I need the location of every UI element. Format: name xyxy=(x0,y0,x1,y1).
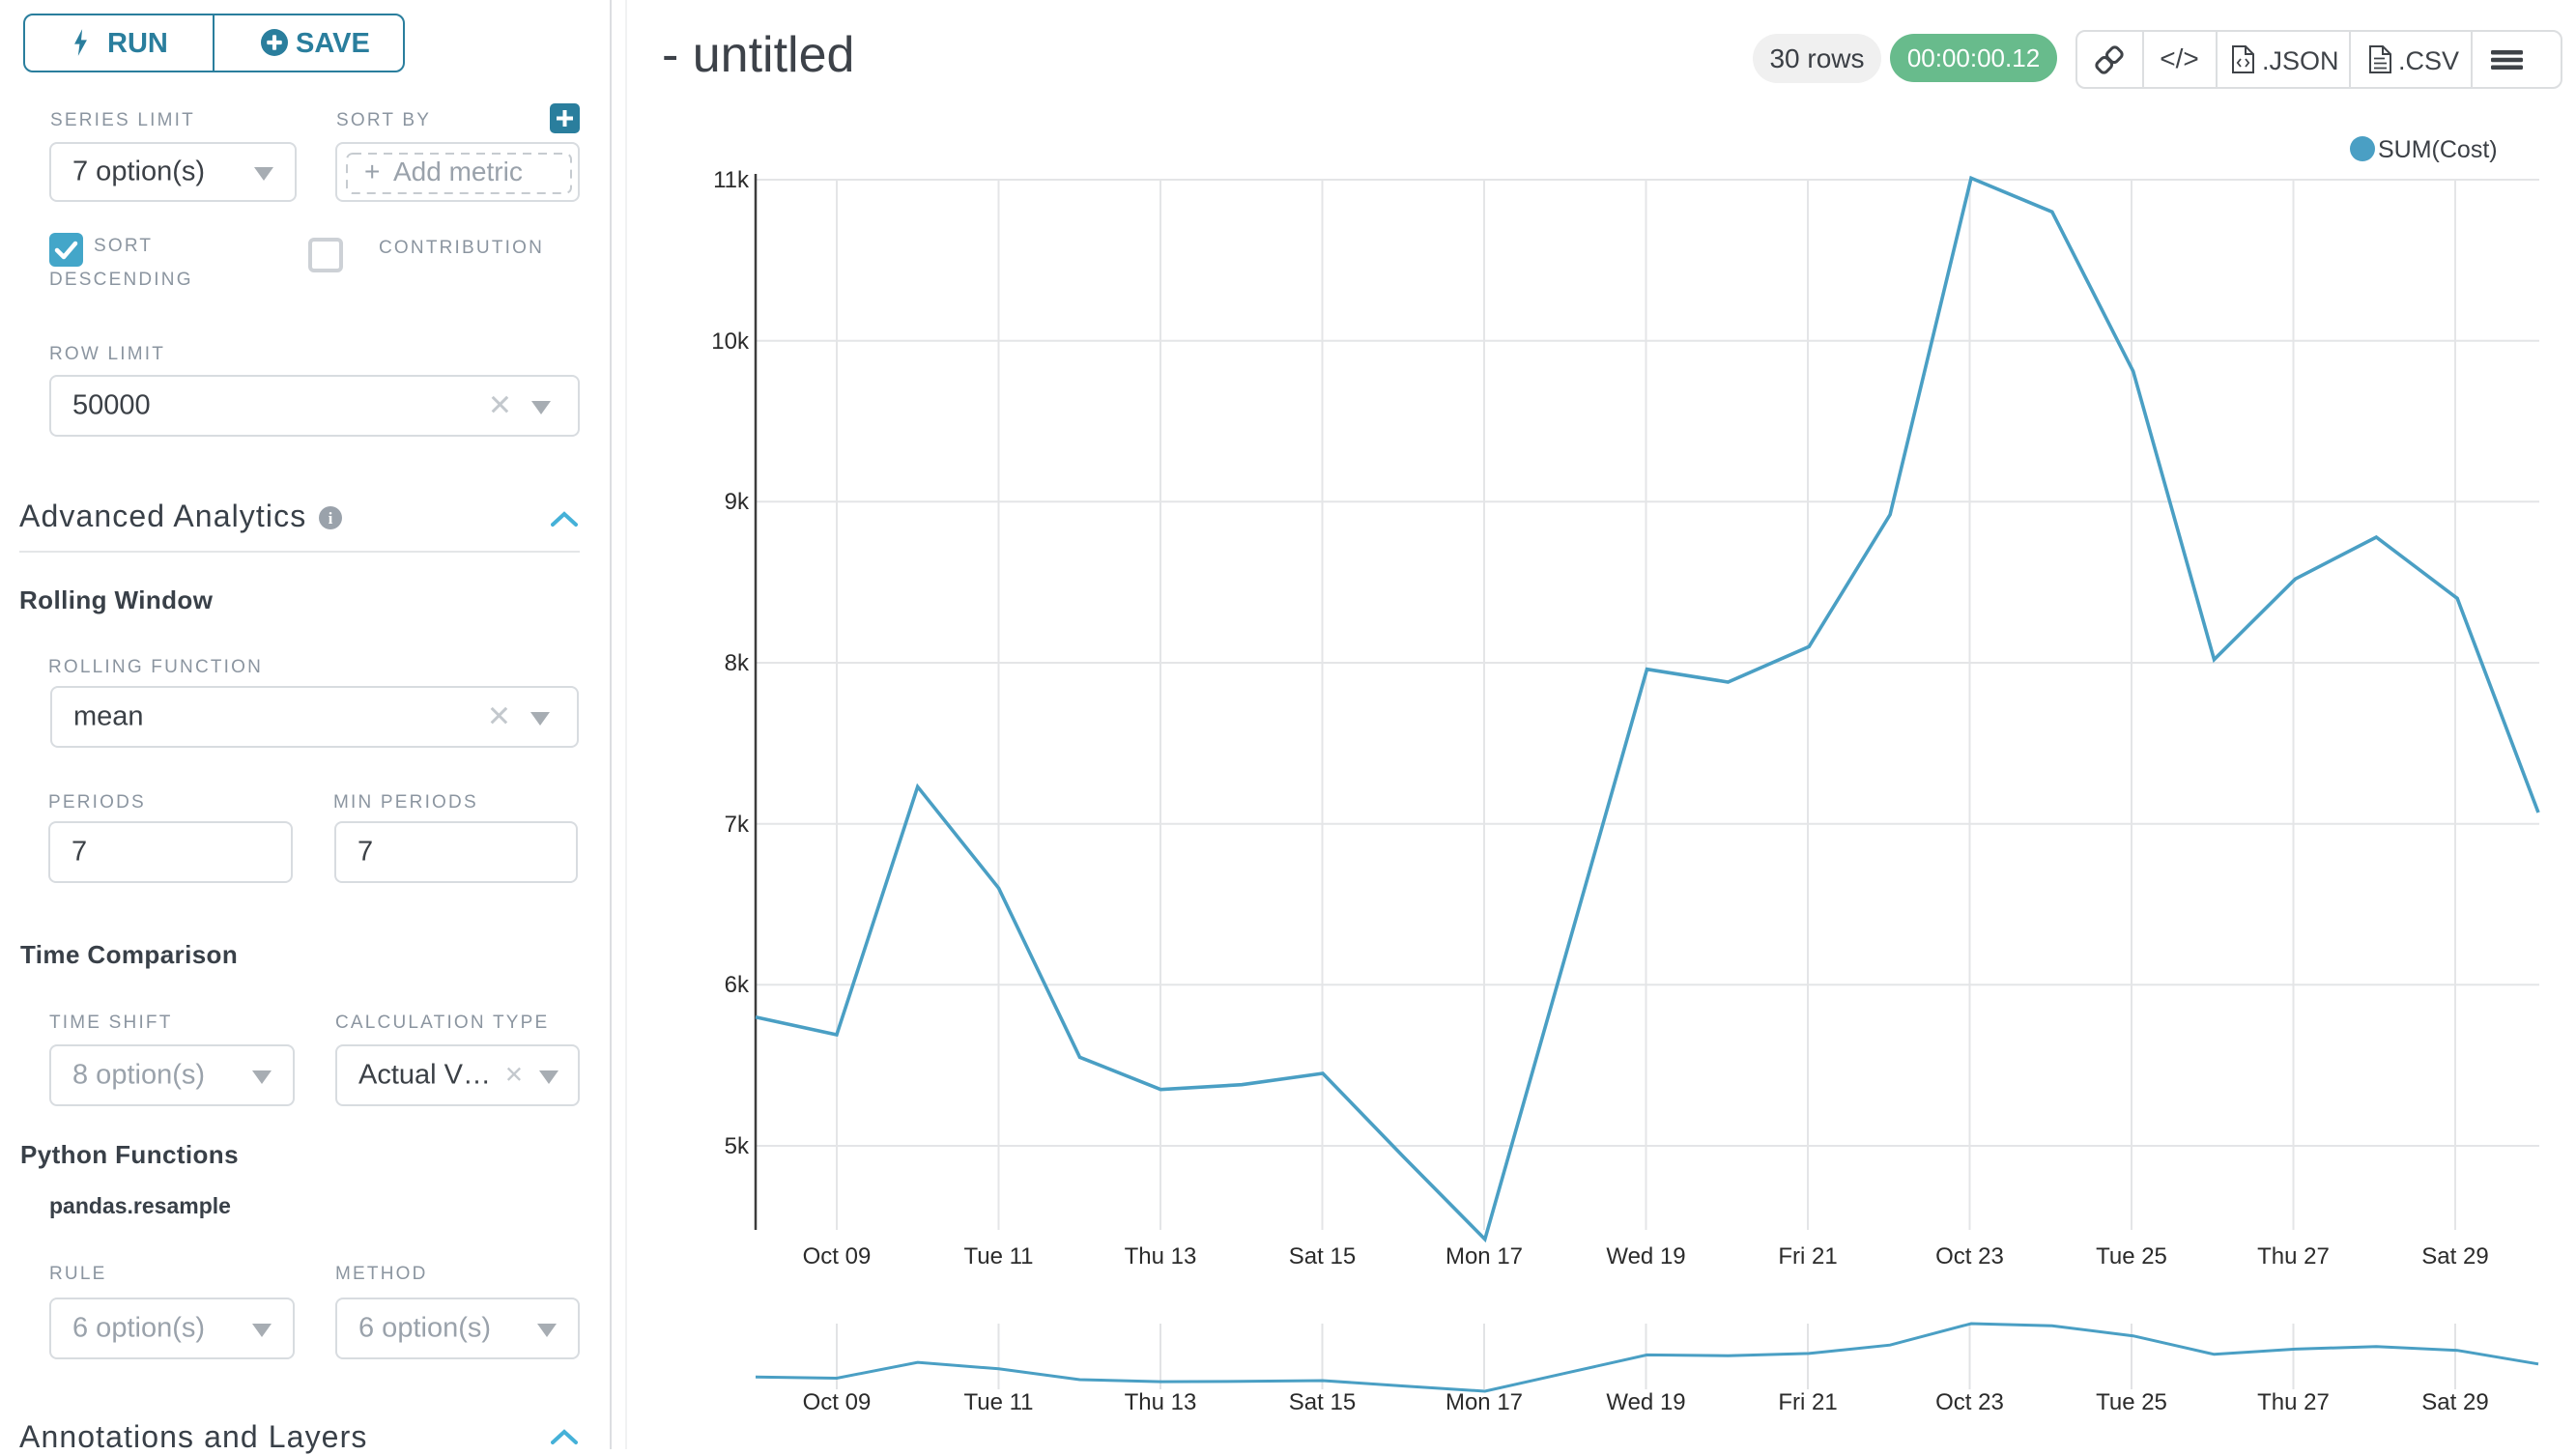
svg-text:Thu 13: Thu 13 xyxy=(1125,1243,1197,1270)
svg-text:Oct 09: Oct 09 xyxy=(803,1243,872,1270)
svg-text:Fri 21: Fri 21 xyxy=(1778,1243,1837,1270)
svg-text:Thu 13: Thu 13 xyxy=(1125,1389,1197,1415)
svg-text:Sat 15: Sat 15 xyxy=(1289,1243,1356,1270)
svg-text:Tue 11: Tue 11 xyxy=(963,1389,1033,1415)
svg-text:Wed 19: Wed 19 xyxy=(1606,1243,1685,1270)
svg-text:Wed 19: Wed 19 xyxy=(1606,1389,1685,1415)
svg-text:Mon 17: Mon 17 xyxy=(1445,1243,1523,1270)
svg-text:Oct 23: Oct 23 xyxy=(1935,1243,2004,1270)
svg-text:Sat 29: Sat 29 xyxy=(2421,1243,2488,1270)
svg-text:Oct 09: Oct 09 xyxy=(803,1389,872,1415)
svg-text:8k: 8k xyxy=(725,650,750,676)
svg-text:Oct 23: Oct 23 xyxy=(1935,1389,2004,1415)
svg-text:Tue 25: Tue 25 xyxy=(2096,1389,2167,1415)
svg-text:Mon 17: Mon 17 xyxy=(1445,1389,1523,1415)
svg-text:10k: 10k xyxy=(711,328,750,355)
svg-text:Thu 27: Thu 27 xyxy=(2257,1389,2330,1415)
svg-text:9k: 9k xyxy=(725,489,750,515)
svg-text:SUM(Cost): SUM(Cost) xyxy=(2378,136,2498,163)
svg-text:5k: 5k xyxy=(725,1133,750,1159)
svg-text:Thu 27: Thu 27 xyxy=(2257,1243,2330,1270)
svg-text:i: i xyxy=(329,509,333,528)
svg-text:Sat 15: Sat 15 xyxy=(1289,1389,1356,1415)
svg-text:Fri 21: Fri 21 xyxy=(1778,1389,1837,1415)
svg-text:7k: 7k xyxy=(725,812,750,838)
svg-text:11k: 11k xyxy=(713,167,750,193)
svg-text:Tue 25: Tue 25 xyxy=(2096,1243,2167,1270)
svg-text:Sat 29: Sat 29 xyxy=(2421,1389,2488,1415)
svg-text:6k: 6k xyxy=(725,972,750,998)
svg-text:Tue 11: Tue 11 xyxy=(963,1243,1033,1270)
